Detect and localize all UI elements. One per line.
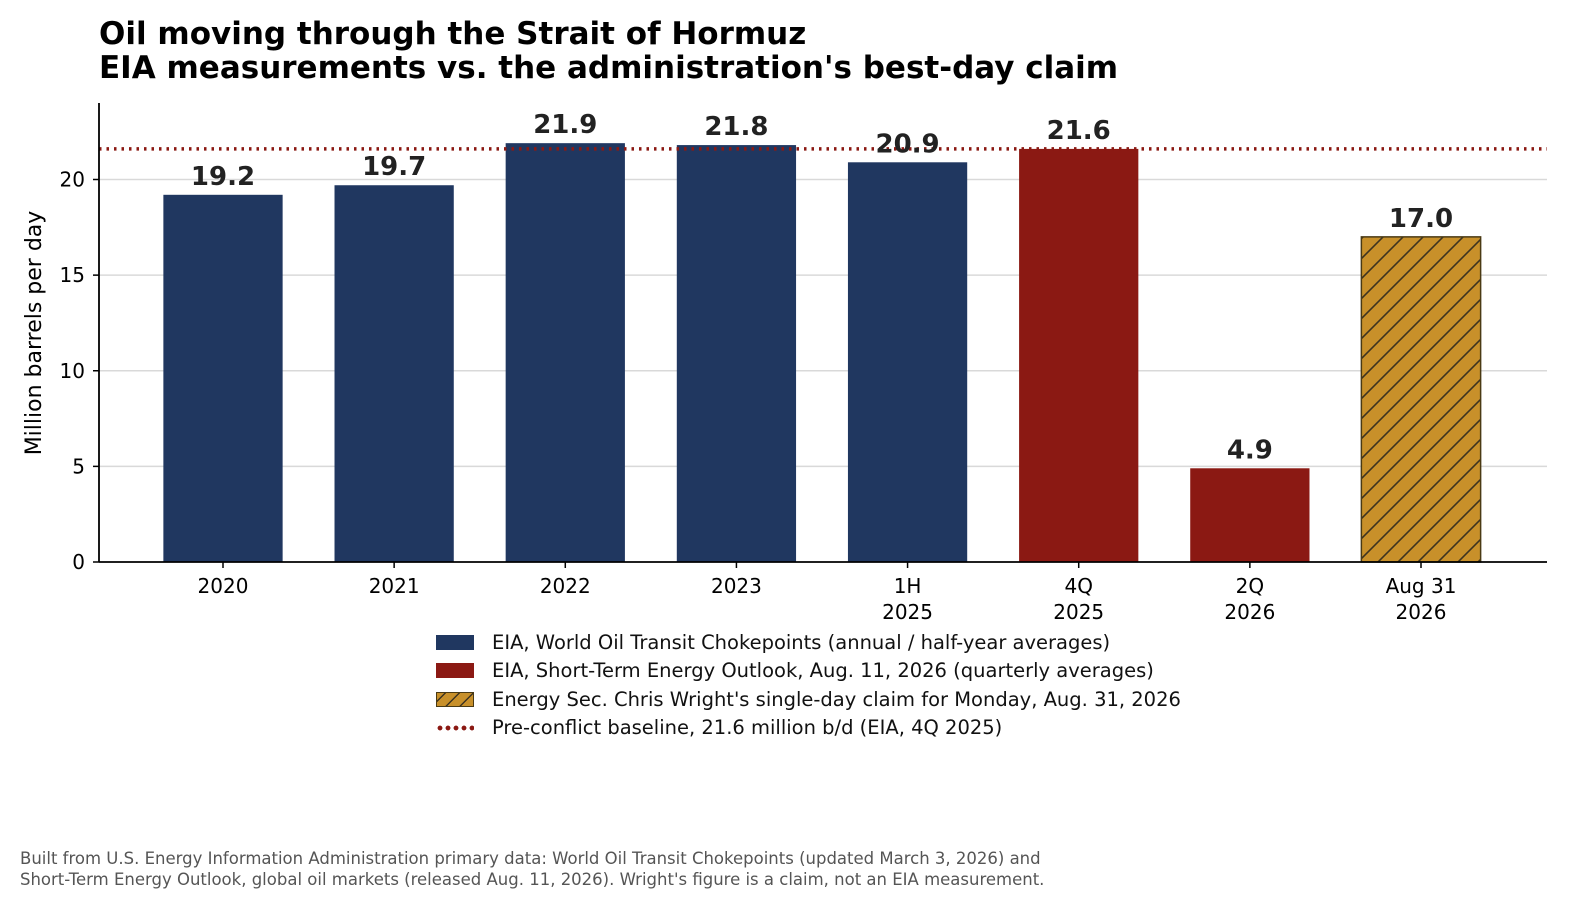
- legend-swatch-navy: [436, 634, 474, 650]
- footnote-line: Short-Term Energy Outlook, global oil ma…: [20, 870, 1045, 889]
- legend-item-eia-steo: EIA, Short-Term Energy Outlook, Aug. 11,…: [436, 657, 1181, 686]
- y-tick-label: 20: [60, 168, 85, 192]
- legend-label: EIA, World Oil Transit Chokepoints (annu…: [492, 630, 1111, 654]
- bar: [847, 162, 968, 562]
- legend-swatch-red: [436, 663, 474, 679]
- x-tick-label: 2021: [369, 574, 420, 598]
- chart-subtitle: EIA measurements vs. the administration'…: [99, 50, 1119, 86]
- legend-label: Pre-conflict baseline, 21.6 million b/d …: [492, 716, 1003, 740]
- bar-value-label: 21.8: [704, 112, 768, 142]
- footnote: Built from U.S. Energy Information Admin…: [20, 848, 1044, 890]
- bar-value-label: 17.0: [1389, 204, 1453, 234]
- x-tick-label: 2026: [1396, 600, 1447, 624]
- legend-label: EIA, Short-Term Energy Outlook, Aug. 11,…: [492, 659, 1154, 683]
- legend-item-baseline: Pre-conflict baseline, 21.6 million b/d …: [436, 714, 1181, 743]
- x-tick-label: Aug 31: [1386, 574, 1457, 598]
- chart-title: Oil moving through the Strait of Hormuz: [99, 16, 807, 52]
- y-tick-label: 0: [72, 550, 85, 574]
- bar-value-label: 21.6: [1047, 116, 1111, 146]
- bar-value-label: 20.9: [875, 129, 939, 159]
- legend-swatch-hatched: [436, 691, 474, 707]
- x-tick-label: 2020: [198, 574, 249, 598]
- bar: [163, 194, 283, 563]
- y-tick-label: 10: [60, 359, 85, 383]
- legend-label: Energy Sec. Chris Wright's single-day cl…: [492, 687, 1181, 711]
- legend-item-eia-chokepoints: EIA, World Oil Transit Chokepoints (annu…: [436, 628, 1181, 657]
- bar-value-label: 19.2: [191, 162, 255, 192]
- x-tick-label: 1H: [894, 574, 922, 598]
- footnote-line: Built from U.S. Energy Information Admin…: [20, 849, 1041, 868]
- bar: [334, 185, 454, 563]
- axes: [93, 103, 1547, 568]
- bar-value-label: 19.7: [362, 152, 426, 182]
- x-tick-label: 2022: [540, 574, 591, 598]
- labels: 0 5 10 15 20 19.2 2020 19.7 2021 21.9 2022 21.8 2023…: [22, 110, 1456, 624]
- legend-item-wright-claim: Energy Sec. Chris Wright's single-day cl…: [436, 685, 1181, 714]
- x-tick-label: 2025: [1053, 600, 1104, 624]
- x-tick-label: 2Q: [1236, 574, 1264, 598]
- x-tick-label: 2023: [711, 574, 762, 598]
- y-tick-label: 15: [60, 263, 85, 287]
- bar-value-label: 4.9: [1227, 435, 1273, 465]
- bar: [1019, 148, 1139, 562]
- x-tick-label: 2026: [1224, 600, 1275, 624]
- x-tick-label: 4Q: [1064, 574, 1092, 598]
- bar-hatch: [1360, 236, 1482, 563]
- gridlines: [99, 178, 1547, 468]
- bars: [99, 143, 1547, 563]
- legend: EIA, World Oil Transit Chokepoints (annu…: [436, 628, 1181, 742]
- bar-value-label: 21.9: [533, 110, 597, 140]
- bar-chart: 0 5 10 15 20 19.2 2020 19.7 2021 21.9 2022 21.8 2023…: [22, 103, 1547, 624]
- bar: [505, 143, 625, 562]
- y-axis-label: Million barrels per day: [22, 211, 47, 456]
- legend-swatch-dotted-line: [436, 724, 474, 731]
- bar: [676, 145, 797, 562]
- bar: [1190, 468, 1310, 562]
- x-tick-label: 2025: [882, 600, 933, 624]
- y-tick-label: 5: [72, 454, 85, 478]
